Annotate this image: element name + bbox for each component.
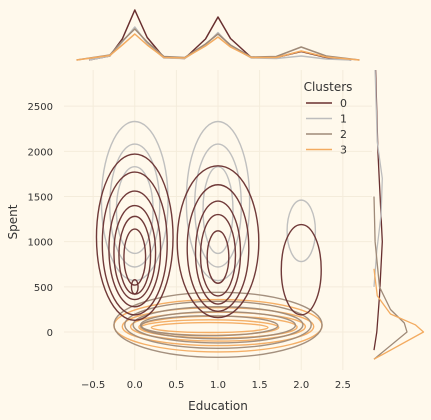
x-tick-label: −0.5 (81, 380, 105, 391)
legend-label-0: 0 (340, 97, 347, 110)
contour-series-0 (130, 278, 139, 295)
y-axis-label: Spent (6, 204, 20, 239)
y-tick-label: 2000 (28, 147, 53, 158)
legend-label-1: 1 (340, 113, 347, 126)
contour-series-0 (186, 184, 250, 312)
legend-label-3: 3 (340, 144, 347, 157)
contour-series-0 (101, 171, 168, 316)
y-tick-labels: 0 500 1000 1500 2000 2500 (28, 102, 53, 339)
contour-series-1 (286, 199, 317, 263)
contour-series-0 (194, 200, 242, 305)
y-tick-label: 0 (47, 328, 53, 339)
contour-series-2 (124, 300, 312, 350)
contour-series-0 (280, 223, 322, 316)
contour-series-0 (199, 213, 237, 297)
marginal-x-series-2 (76, 28, 360, 61)
contour-series-0 (113, 204, 157, 301)
y-tick-label: 2500 (28, 102, 53, 113)
right-marginal-background (375, 70, 431, 370)
x-tick-label: 1.5 (252, 380, 268, 391)
contour-series-2 (132, 306, 304, 344)
y-tick-label: 1500 (28, 193, 53, 204)
marginal-x-series-3 (76, 33, 360, 61)
legend-title: Clusters (304, 80, 353, 94)
contour-series-1 (100, 120, 169, 282)
x-tick-label: 0.0 (127, 380, 143, 391)
contour-series-2 (113, 291, 323, 359)
y-tick-label: 500 (34, 283, 53, 294)
legend-label-2: 2 (340, 128, 347, 141)
x-tick-labels: −0.5 0.0 0.5 1.0 1.5 2.0 2.5 (81, 380, 351, 391)
contour-series-0 (95, 153, 174, 322)
y-tick-label: 1000 (28, 238, 53, 249)
marginal-y-series-3 (373, 268, 425, 360)
contour-series-0 (206, 230, 230, 284)
contour-series-0 (123, 228, 147, 286)
contour-layer (95, 120, 323, 359)
contour-series-1 (202, 165, 234, 255)
contour-series-1 (109, 143, 161, 268)
contour-series-3 (150, 321, 269, 334)
contour-series-0 (176, 165, 260, 319)
contour-series-1 (185, 120, 251, 282)
legend: Clusters 0 1 2 3 (304, 80, 353, 157)
x-tick-label: 2.5 (335, 380, 351, 391)
top-marginal-density (76, 9, 360, 61)
x-tick-label: 2.0 (293, 380, 309, 391)
marginal-y-series-2 (373, 196, 408, 360)
contour-series-0 (108, 190, 162, 308)
x-tick-label: 1.0 (210, 380, 226, 391)
right-marginal-density (373, 69, 425, 360)
contour-series-3 (121, 306, 315, 347)
x-axis-label: Education (188, 399, 248, 413)
contour-series-1 (115, 165, 154, 255)
x-tick-label: 0.5 (168, 380, 184, 391)
